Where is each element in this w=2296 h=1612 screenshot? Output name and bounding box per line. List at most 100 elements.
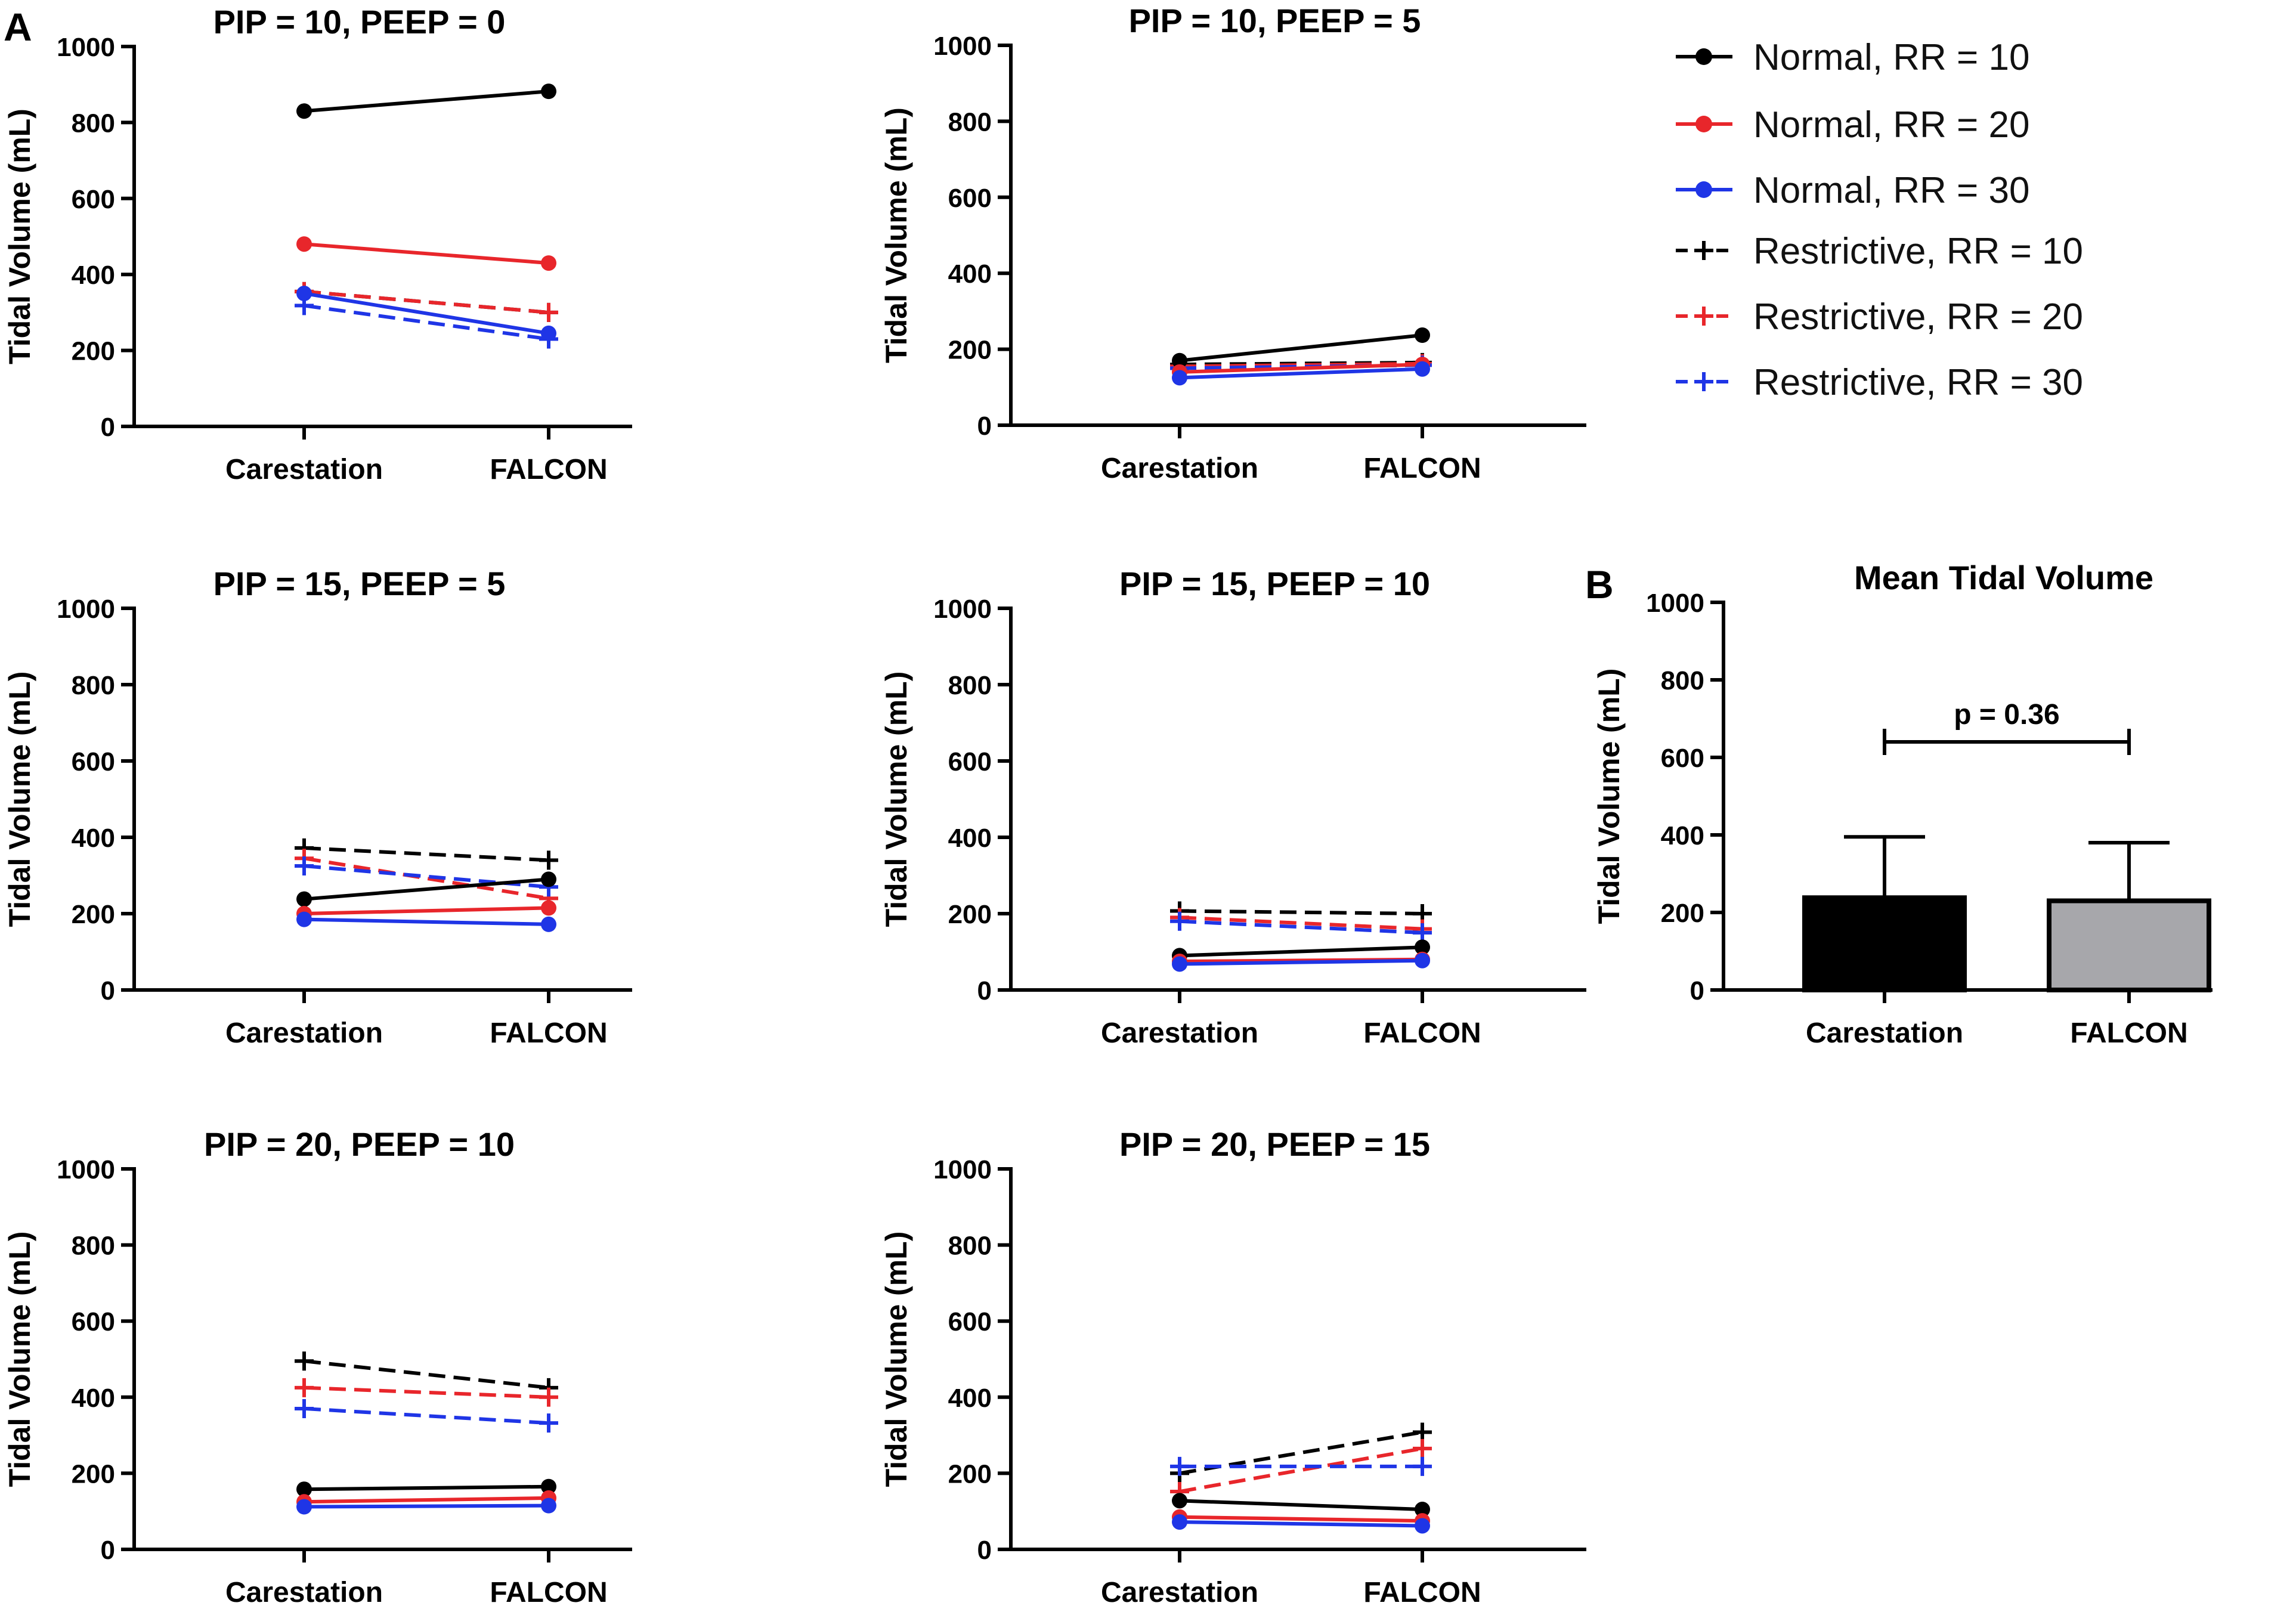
dot-marker	[541, 1497, 556, 1514]
series-restrictive-rr20	[295, 1378, 558, 1407]
series-restrictive-rr30	[1170, 1456, 1432, 1476]
series-restrictive-rr30	[295, 1398, 558, 1433]
series-line	[304, 292, 549, 335]
y-tick-label: 800	[72, 1232, 115, 1261]
y-tick-label: 0	[101, 976, 115, 1005]
x-tick-label: FALCON	[1363, 1017, 1481, 1049]
x-tick-label: Carestation	[1101, 1017, 1258, 1049]
y-tick-label: 600	[72, 747, 115, 776]
series-line	[1179, 1446, 1423, 1493]
chart-panel-6: PIP = 20, PEEP = 15 Tidal Volume (mL) 0 200…	[880, 1125, 1586, 1608]
y-tick-label: 600	[948, 1307, 992, 1336]
dot-marker	[541, 83, 556, 100]
y-tick-label: 600	[72, 1307, 115, 1336]
y-axis-label: Tidal Volume (mL)	[1592, 669, 1626, 924]
series-normal-rr20	[296, 236, 556, 271]
series-line	[304, 289, 549, 314]
y-tick-label: 600	[72, 185, 115, 214]
x-tick-label: Carestation	[1101, 453, 1258, 484]
legend-dot-marker	[1695, 181, 1712, 198]
series-line	[304, 1496, 549, 1504]
legend-item: Normal, RR = 10	[1676, 37, 2029, 78]
series-line	[1179, 958, 1423, 966]
x-tick-label: FALCON	[490, 1577, 607, 1608]
x-tick-label: Carestation	[1101, 1577, 1258, 1608]
y-tick-label: 400	[72, 1384, 115, 1413]
y-tick-label: 800	[948, 671, 992, 700]
charts-container: PIP = 10, PEEP = 0 Tidal Volume (mL) 0 200 4…	[3, 2, 2213, 1608]
chart-title: PIP = 15, PEEP = 10	[1119, 565, 1430, 602]
y-tick-label: 400	[948, 1384, 992, 1413]
series-line	[1179, 909, 1423, 915]
series-line	[304, 906, 549, 915]
series-line	[304, 304, 549, 341]
series-line	[1179, 367, 1423, 380]
x-tick-label: Carestation	[225, 454, 383, 485]
dot-marker	[1415, 361, 1430, 377]
plus-marker	[1170, 1456, 1189, 1476]
legend-plus-marker	[1694, 307, 1713, 326]
plus-marker	[1413, 1438, 1432, 1458]
chart-panel-4: PIP = 15, PEEP = 10 Tidal Volume (mL) 0 200…	[880, 565, 1586, 1049]
series-line	[304, 242, 549, 265]
y-axis-label: Tidal Volume (mL)	[3, 109, 36, 364]
dot-marker	[1415, 952, 1430, 969]
y-tick-label: 400	[948, 259, 992, 289]
series-line	[304, 1385, 549, 1399]
plus-marker	[539, 850, 558, 870]
legend-dot-marker	[1695, 116, 1712, 132]
plus-marker	[539, 1413, 558, 1433]
series-line	[1179, 915, 1423, 931]
chart-title: PIP = 20, PEEP = 15	[1119, 1125, 1430, 1163]
y-tick-label: 1000	[57, 33, 115, 62]
y-tick-label: 200	[948, 1459, 992, 1489]
y-tick-label: 400	[72, 824, 115, 853]
series-line	[304, 1406, 549, 1425]
series-line	[1179, 333, 1423, 363]
chart-title: PIP = 20, PEEP = 10	[204, 1125, 515, 1163]
y-axis-label: Tidal Volume (mL)	[3, 1232, 36, 1487]
plus-marker	[1170, 911, 1189, 931]
dot-marker	[296, 911, 312, 927]
dot-marker	[1172, 1514, 1187, 1530]
x-tick-label: FALCON	[490, 1017, 607, 1049]
series-normal-rr30	[296, 1497, 556, 1515]
series-line	[304, 846, 549, 862]
dot-marker	[296, 1499, 312, 1515]
p-value-label: p = 0.36	[1954, 699, 2059, 731]
series-normal-rr10	[1172, 327, 1430, 369]
y-axis-label: Tidal Volume (mL)	[880, 672, 913, 927]
y-tick-label: 0	[101, 413, 115, 442]
y-tick-label: 800	[72, 109, 115, 138]
series-normal-rr10	[296, 83, 556, 119]
y-tick-label: 400	[72, 261, 115, 290]
plus-marker	[1413, 1456, 1432, 1476]
y-tick-label: 400	[948, 824, 992, 853]
bar-falcon	[2047, 898, 2211, 992]
chart-panel-3: PIP = 15, PEEP = 5 Tidal Volume (mL) 0 200 4…	[3, 565, 632, 1049]
plus-marker	[295, 1378, 314, 1397]
y-tick-label: 1000	[933, 595, 992, 624]
y-tick-label: 600	[948, 184, 992, 213]
series-line	[1179, 363, 1423, 374]
dot-marker	[1172, 956, 1187, 972]
series-normal-rr30	[1172, 952, 1430, 972]
y-tick-label: 200	[72, 900, 115, 929]
plus-marker	[539, 1387, 558, 1407]
y-tick-label: 200	[1661, 899, 1704, 928]
dot-marker	[296, 1481, 312, 1497]
series-line	[304, 856, 549, 901]
y-tick-label: 800	[72, 671, 115, 700]
legend-label: Normal, RR = 30	[1753, 170, 2029, 211]
chart-title: PIP = 10, PEEP = 5	[1129, 2, 1421, 39]
plus-marker	[1413, 923, 1432, 942]
series-line	[1179, 945, 1423, 958]
y-tick-label: 0	[1690, 976, 1704, 1005]
legend-dot-marker	[1695, 48, 1712, 65]
x-tick-label: FALCON	[1363, 1577, 1481, 1608]
series-line	[304, 1484, 549, 1492]
series-normal-rr30	[296, 911, 556, 932]
y-axis-label: Tidal Volume (mL)	[880, 107, 913, 363]
dot-marker	[296, 286, 312, 302]
y-tick-label: 0	[977, 976, 992, 1005]
